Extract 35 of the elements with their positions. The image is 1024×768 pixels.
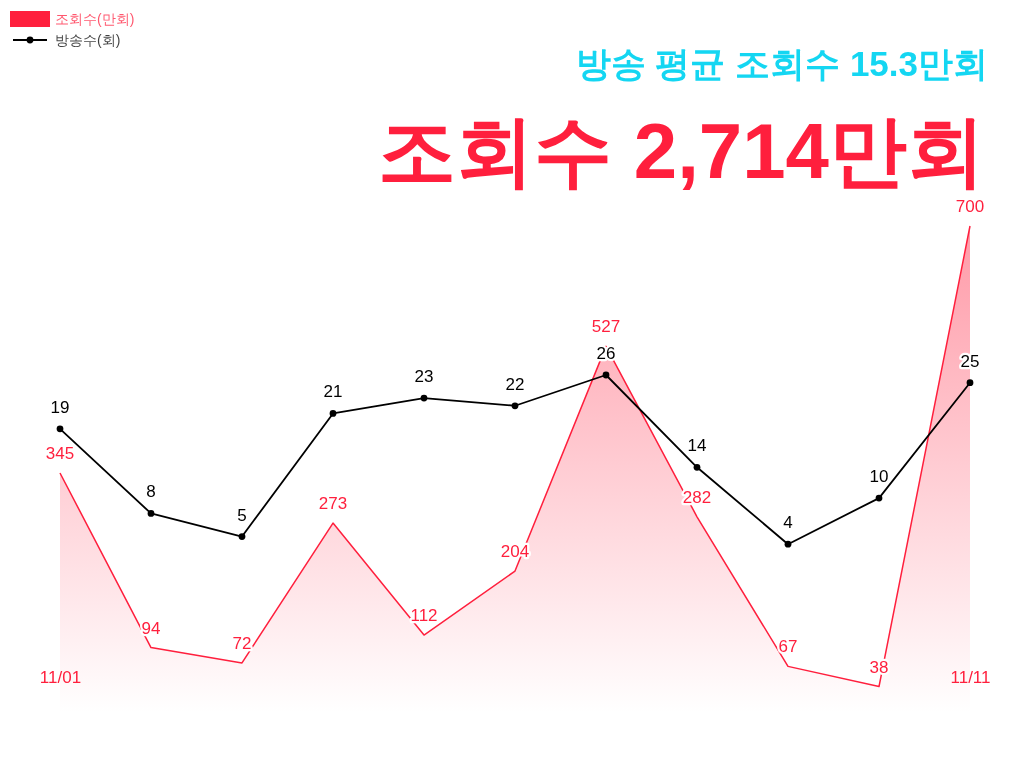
data-label: 273 bbox=[318, 494, 348, 514]
point bbox=[875, 494, 883, 502]
data-label: 527 bbox=[591, 317, 621, 337]
data-label: 22 bbox=[505, 374, 525, 394]
data-label: 21 bbox=[323, 382, 343, 402]
data-label: 94 bbox=[141, 618, 161, 638]
point bbox=[329, 410, 337, 417]
data-label: 67 bbox=[778, 637, 798, 657]
data-label: 10 bbox=[869, 467, 889, 487]
data-label: 4 bbox=[783, 513, 793, 533]
data-label: 345 bbox=[45, 443, 75, 463]
legend-label: 방송수(회) bbox=[55, 32, 121, 48]
point bbox=[602, 371, 610, 379]
data-label: 72 bbox=[232, 633, 252, 653]
point bbox=[147, 510, 155, 517]
point bbox=[420, 394, 428, 402]
data-label: 5 bbox=[237, 505, 247, 525]
data-label: 14 bbox=[687, 436, 707, 456]
point bbox=[238, 533, 246, 540]
x-tick-label: 11/11 bbox=[950, 668, 991, 688]
data-label: 700 bbox=[955, 197, 985, 216]
point bbox=[511, 402, 519, 410]
data-label: 25 bbox=[960, 351, 980, 371]
data-label: 19 bbox=[50, 397, 70, 417]
x-tick-label: 11/01 bbox=[39, 668, 82, 688]
point bbox=[966, 379, 974, 387]
data-label: 112 bbox=[410, 606, 438, 626]
point bbox=[56, 425, 64, 433]
chart-subtitle: 방송 평균 조회수 15.3만회 bbox=[575, 44, 988, 83]
point bbox=[693, 463, 701, 471]
point bbox=[784, 540, 792, 548]
chart-title: 조회수 2,714만회 bbox=[378, 107, 985, 195]
data-label: 23 bbox=[414, 367, 434, 387]
data-label: 8 bbox=[146, 482, 156, 502]
legend-label: 조회수(만회) bbox=[55, 11, 135, 27]
